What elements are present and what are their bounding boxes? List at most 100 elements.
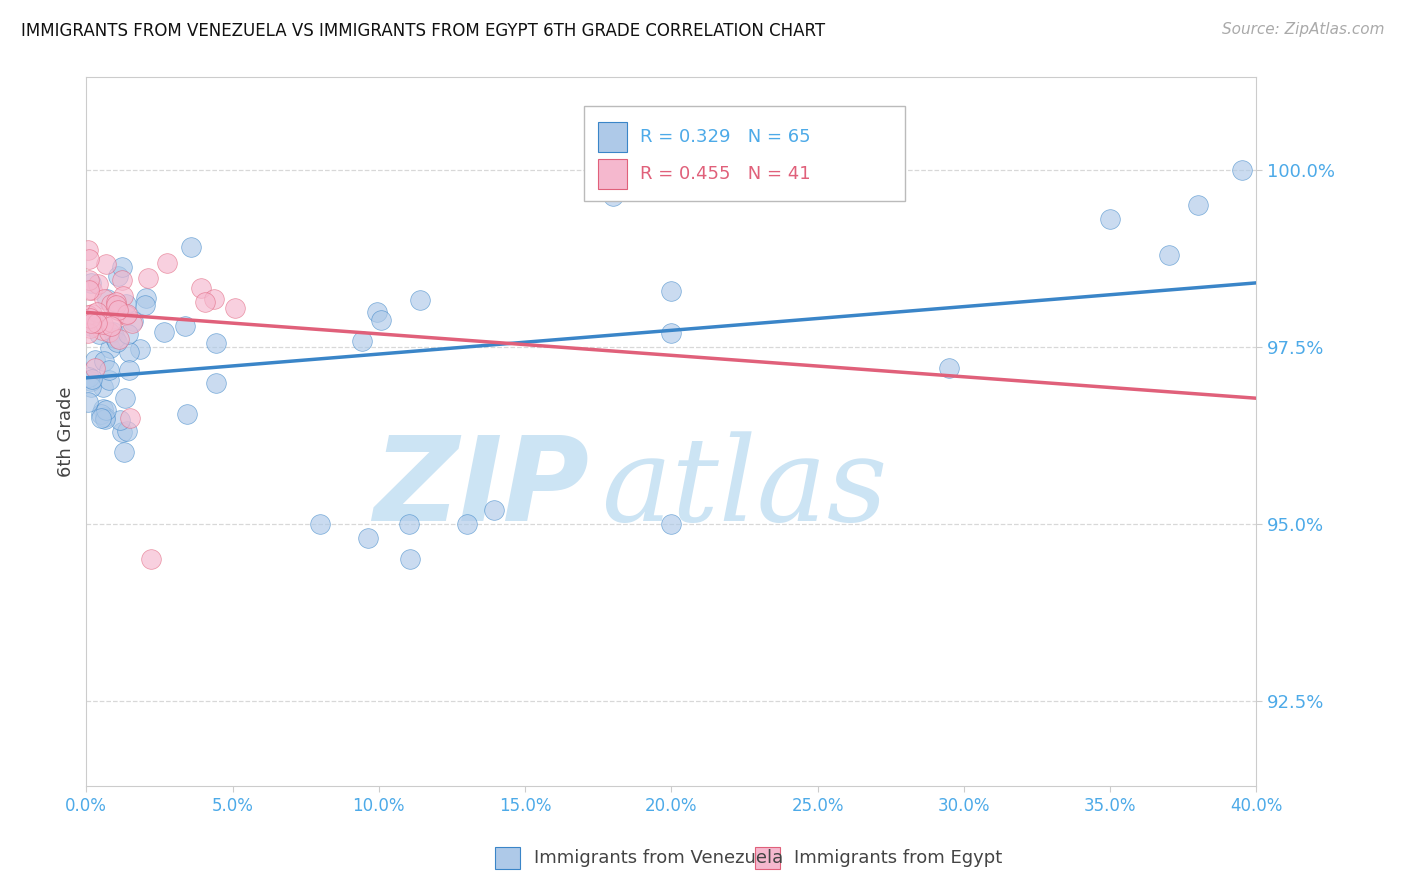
Point [90, 407, 112, 421]
Point [77, 369, 100, 384]
Point [101, 325, 124, 339]
Point [108, 413, 131, 427]
Point [86, 277, 108, 292]
Text: Source: ZipAtlas.com: Source: ZipAtlas.com [1222, 22, 1385, 37]
Point [90, 410, 112, 425]
Point [98, 325, 121, 339]
Point [80, 316, 103, 330]
Point [115, 297, 138, 311]
Point [118, 345, 141, 359]
Point [105, 334, 128, 349]
Point [86, 304, 108, 318]
Text: atlas: atlas [602, 431, 887, 546]
Point [120, 410, 142, 425]
Point [356, 531, 378, 545]
Point [659, 326, 682, 340]
Point [204, 336, 226, 351]
Point [114, 391, 136, 405]
Point [80, 375, 103, 389]
Point [1230, 162, 1253, 177]
FancyBboxPatch shape [598, 159, 627, 189]
Point [111, 273, 134, 287]
Text: R = 0.455   N = 41: R = 0.455 N = 41 [640, 165, 810, 183]
Point [91, 402, 114, 417]
Point [104, 294, 127, 309]
Y-axis label: 6th Grade: 6th Grade [58, 386, 75, 477]
Point [484, 502, 506, 516]
Point [82, 372, 104, 386]
Point [139, 552, 162, 566]
Point [1187, 198, 1209, 212]
Point [96, 293, 118, 307]
Point [194, 295, 217, 310]
Point [83, 352, 105, 367]
Point [79, 318, 101, 333]
Point [90, 323, 112, 337]
Point [94, 403, 117, 417]
Point [153, 325, 176, 339]
Point [97, 363, 120, 377]
Point [107, 332, 129, 346]
Point [134, 298, 156, 312]
Point [398, 552, 420, 566]
Point [659, 284, 682, 298]
Point [107, 268, 129, 283]
Point [84, 361, 107, 376]
Point [82, 307, 104, 321]
Point [118, 363, 141, 377]
Point [77, 252, 100, 267]
Point [87, 327, 110, 342]
Point [180, 239, 202, 253]
Text: Immigrants from Egypt: Immigrants from Egypt [794, 849, 1002, 867]
FancyBboxPatch shape [583, 106, 905, 202]
Point [352, 334, 374, 349]
Point [104, 331, 127, 345]
Point [93, 317, 115, 331]
FancyBboxPatch shape [598, 122, 627, 152]
Point [205, 376, 228, 390]
Point [76, 313, 98, 327]
Point [100, 318, 122, 333]
Point [98, 341, 121, 355]
FancyBboxPatch shape [755, 847, 780, 869]
Point [602, 189, 624, 203]
Point [114, 308, 136, 322]
Point [136, 270, 159, 285]
Point [79, 277, 101, 291]
Point [156, 256, 179, 270]
Point [111, 425, 134, 439]
Point [77, 394, 100, 409]
Point [659, 516, 682, 531]
Point [93, 292, 115, 306]
Point [107, 303, 129, 318]
Point [122, 314, 145, 328]
Point [111, 260, 134, 274]
Point [77, 283, 100, 297]
Point [97, 373, 120, 387]
Point [112, 289, 135, 303]
Point [370, 313, 392, 327]
Point [456, 516, 478, 531]
Point [135, 291, 157, 305]
Text: IMMIGRANTS FROM VENEZUELA VS IMMIGRANTS FROM EGYPT 6TH GRADE CORRELATION CHART: IMMIGRANTS FROM VENEZUELA VS IMMIGRANTS … [21, 22, 825, 40]
Point [224, 301, 246, 315]
Point [398, 516, 420, 531]
Point [173, 318, 195, 333]
Point [117, 326, 139, 341]
Point [309, 516, 332, 531]
Text: ZIP: ZIP [374, 431, 589, 546]
Point [93, 354, 115, 368]
Point [86, 316, 108, 330]
Point [366, 305, 388, 319]
Point [77, 326, 100, 340]
Text: R = 0.329   N = 65: R = 0.329 N = 65 [640, 128, 810, 146]
Point [79, 311, 101, 326]
Point [77, 273, 100, 287]
Point [76, 308, 98, 322]
Point [91, 380, 114, 394]
Point [204, 292, 226, 306]
Point [117, 307, 139, 321]
Point [79, 321, 101, 335]
Point [129, 343, 152, 357]
Point [76, 243, 98, 257]
